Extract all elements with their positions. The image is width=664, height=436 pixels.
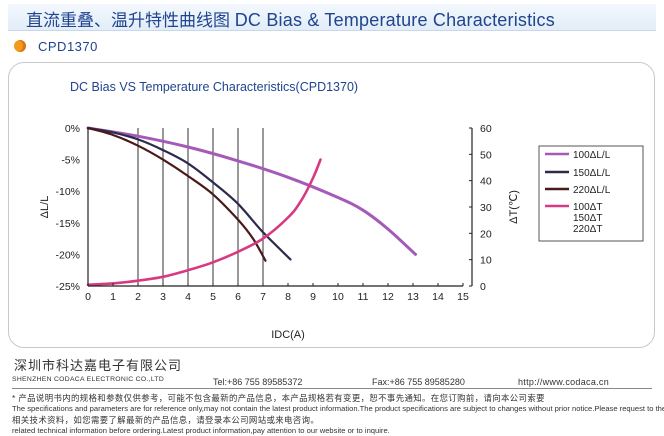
x-tick-label: 12 <box>382 291 394 303</box>
legend-box <box>538 145 644 242</box>
x-tick-label: 0 <box>85 291 91 303</box>
y-right-axis-label: ΔT(℃) <box>508 190 520 224</box>
x-tick-label: 14 <box>432 291 444 303</box>
x-tick-label: 1 <box>110 291 116 303</box>
x-tick-label: 3 <box>160 291 166 303</box>
legend-label-4-b: 150ΔT <box>573 213 602 224</box>
chart-series <box>86 126 417 286</box>
x-tick-label: 2 <box>135 291 141 303</box>
page-title: 直流重叠、温升特性曲线图 DC Bias & Temperature Chara… <box>26 6 555 31</box>
y-left-tick-label: 0% <box>65 123 80 135</box>
chart-axes: 0 1 2 3 4 5 6 7 8 9 10 11 12 13 14 150%-5%-10%-15%-20%-… <box>39 123 520 341</box>
x-tick-label: 8 <box>285 291 291 303</box>
series-line-4 <box>86 158 322 286</box>
disclaimer-cn-2: 相关技术资料，如您需要了解最新的产品信息，请登录本公司网站或来电咨询。 <box>12 415 320 425</box>
legend-label-1: 100ΔL/L <box>573 150 611 161</box>
company-tel: Tel:+86 755 89585372 <box>213 377 303 387</box>
y-left-tick-label: -15% <box>55 218 80 230</box>
chart-title: DC Bias VS Temperature Characteristics(C… <box>70 80 358 94</box>
disclaimer-cn-1: * 产品说明书内的规格和参数仅供参考，可能不包含最新的产品信息，本产品规格若有变… <box>12 393 545 403</box>
company-fax: Fax:+86 755 89585280 <box>372 377 465 387</box>
orange-bullet-icon <box>14 40 26 52</box>
x-axis-label: IDC(A) <box>271 329 305 341</box>
legend-label-4-c: 220ΔT <box>573 224 602 235</box>
y-left-axis-label: ΔL/L <box>39 196 51 219</box>
x-tick-label: 5 <box>210 291 216 303</box>
y-right-tick-label: 60 <box>480 123 492 135</box>
x-tick-label: 6 <box>235 291 241 303</box>
x-tick-label: 13 <box>407 291 419 303</box>
x-tick-label: 4 <box>185 291 191 303</box>
legend-label-3: 220ΔL/L <box>573 185 611 196</box>
x-tick-label: 15 <box>457 291 469 303</box>
y-right-tick-label: 30 <box>480 202 492 214</box>
company-name-en: SHENZHEN CODACA ELECTRONIC CO.,LTD <box>12 376 165 383</box>
y-left-tick-label: -20% <box>55 249 80 261</box>
page-header: 直流重叠、温升特性曲线图 DC Bias & Temperature Chara… <box>8 4 656 31</box>
disclaimer-en-1: The specifications and parameters are fo… <box>12 404 664 413</box>
x-tick-label: 7 <box>260 291 266 303</box>
y-right-tick-label: 10 <box>480 255 492 267</box>
company-name-cn: 深圳市科达嘉电子有限公司 <box>14 358 183 373</box>
y-right-tick-label: 50 <box>480 149 492 161</box>
part-number-row: CPD1370 <box>14 37 98 55</box>
y-left-tick-label: -25% <box>55 281 80 293</box>
y-left-tick-label: -10% <box>55 186 80 198</box>
series-line-1 <box>86 126 417 256</box>
part-number: CPD1370 <box>38 38 98 54</box>
legend-label-4: 100ΔT <box>573 202 602 213</box>
y-left-tick-label: -5% <box>61 155 80 167</box>
x-tick-label: 11 <box>358 291 369 303</box>
y-right-tick-label: 40 <box>480 176 492 188</box>
disclaimer-en-2: related technical information before ord… <box>12 426 390 435</box>
company-website-link[interactable]: http://www.codaca.cn <box>518 377 610 387</box>
x-tick-label: 9 <box>310 291 316 303</box>
page-title-cn: 直流重叠、温升特性曲线图 <box>26 11 230 30</box>
x-tick-label: 10 <box>332 291 344 303</box>
legend-label-2: 150ΔL/L <box>573 168 611 179</box>
page-title-en: DC Bias & Temperature Characteristics <box>234 10 555 30</box>
y-right-tick-label: 20 <box>480 228 492 240</box>
dc-bias-temperature-chart: DC Bias VS Temperature Characteristics(C… <box>39 80 644 341</box>
series-line-3 <box>86 126 267 262</box>
y-right-tick-label: 0 <box>480 281 486 293</box>
footer-divider <box>12 388 652 389</box>
series-line-2 <box>86 126 292 261</box>
